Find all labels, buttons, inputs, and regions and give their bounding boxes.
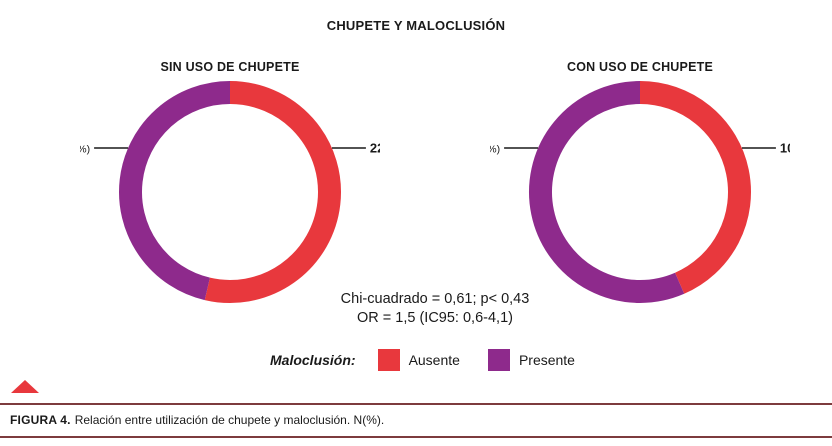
legend-swatch-presente <box>487 349 510 371</box>
slice-count: 10 <box>780 141 790 156</box>
caption-lead: FIGURA 4. <box>10 413 71 427</box>
legend-item-ausente: Ausente <box>377 349 460 371</box>
slice-label-presente: 13 (57%) <box>490 141 500 156</box>
legend-swatch-ausente <box>377 349 400 371</box>
legend: Maloclusión: Ausente Presente <box>270 348 603 372</box>
caption-text: Relación entre utilización de chupete y … <box>74 413 385 427</box>
slice-percent: (57%) <box>490 144 500 156</box>
chi-square-stat: Chi-cuadrado = 0,61; p< 0,43 <box>340 291 530 307</box>
figure-caption: FIGURA 4. Relación entre utilización de c… <box>10 413 384 427</box>
donut-chart-sin-chupete: SIN USO DE CHUPETE 22 (54%) 19 (46%) <box>80 60 380 308</box>
slice-label-presente: 19 (46%) <box>80 141 90 156</box>
legend-label-ausente: Ausente <box>408 352 460 368</box>
chart-title-sin-chupete: SIN USO DE CHUPETE <box>160 60 300 74</box>
slice-label-ausente: 10 (43%) <box>780 141 790 156</box>
donut-chart-con-chupete: CON USO DE CHUPETE 10 (43%) 13 (57%) <box>490 60 790 308</box>
caption-rule-top <box>0 403 832 405</box>
chart-title-con-chupete: CON USO DE CHUPETE <box>567 60 713 74</box>
legend-item-presente: Presente <box>487 349 575 371</box>
donut-slice-ausente <box>639 81 751 294</box>
caption-rule-bottom <box>0 436 832 438</box>
figure-title: CHUPETE Y MALOCLUSIÓN <box>326 18 506 33</box>
slice-label-ausente: 22 (54%) <box>370 141 380 156</box>
triangle-decoration-icon <box>11 380 39 393</box>
slice-percent: (46%) <box>80 144 90 156</box>
legend-title: Maloclusión: <box>270 352 356 368</box>
donut-slice-presente <box>119 81 231 301</box>
legend-label-presente: Presente <box>518 352 575 368</box>
donut-slice-ausente <box>204 81 341 303</box>
slice-count: 22 <box>370 141 380 156</box>
odds-ratio-stat: OR = 1,5 (IC95: 0,6-4,1) <box>357 310 513 326</box>
donut-svg-con-chupete: 10 (43%) 13 (57%) <box>490 81 790 303</box>
donut-slice-presente <box>529 81 685 303</box>
donut-svg-sin-chupete: 22 (54%) 19 (46%) <box>80 81 380 303</box>
